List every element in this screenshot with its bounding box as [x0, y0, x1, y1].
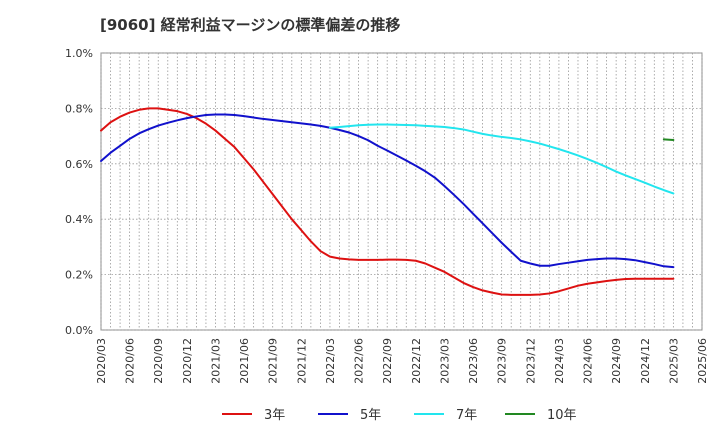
- y-tick-label: 0.8%: [65, 102, 93, 115]
- series-line-1: [100, 113, 675, 269]
- x-tick-label: 2024/03: [553, 338, 566, 384]
- x-tick-label: 2020/09: [152, 338, 165, 384]
- x-tick-label: 2025/06: [696, 338, 709, 384]
- series-line-0: [100, 107, 675, 296]
- x-tick-label: 2022/03: [324, 338, 337, 384]
- plot-frame: [100, 52, 703, 331]
- y-tick-label: 0.2%: [65, 269, 93, 282]
- x-tick-label: 2025/03: [667, 338, 680, 384]
- x-tick-label: 2021/06: [238, 338, 251, 384]
- series-line-3: [662, 138, 675, 141]
- chart-title: [9060] 経常利益マージンの標準偏差の推移: [100, 16, 401, 34]
- x-tick-label: 2021/09: [267, 338, 280, 384]
- series-line-2: [328, 123, 675, 195]
- x-tick-label: 2020/06: [124, 338, 137, 384]
- x-tick-label: 2020/03: [95, 338, 108, 384]
- x-tick-label: 2023/09: [496, 338, 509, 384]
- x-tick-label: 2024/09: [610, 338, 623, 384]
- x-tick-label: 2023/12: [524, 338, 537, 384]
- grid-layer: [100, 52, 703, 331]
- legend-label-3: 10年: [547, 408, 577, 423]
- x-tick-label: 2020/12: [181, 338, 194, 384]
- x-tick-label: 2023/03: [438, 338, 451, 384]
- y-tick-label: 0.6%: [65, 158, 93, 171]
- y-tick-label: 0.4%: [65, 213, 93, 226]
- x-tick-label: 2023/06: [467, 338, 480, 384]
- series-layer: [100, 107, 675, 296]
- x-tick-label: 2022/12: [410, 338, 423, 384]
- x-tick-label: 2022/09: [381, 338, 394, 384]
- x-tick-label: 2024/12: [639, 338, 652, 384]
- y-tick-label: 0.0%: [65, 324, 93, 337]
- x-tick-label: 2021/12: [295, 338, 308, 384]
- legend-layer: 3年 5年 7年 10年: [222, 408, 577, 423]
- x-tick-label: 2022/06: [353, 338, 366, 384]
- legend-label-1: 5年: [360, 408, 381, 423]
- x-tick-label: 2024/06: [582, 338, 595, 384]
- legend-label-2: 7年: [456, 408, 477, 423]
- y-tick-label: 1.0%: [65, 47, 93, 60]
- axis-layer: 0.0% 0.2% 0.4% 0.6% 0.8% 1.0% 2020/03 2020/06 20…: [65, 47, 709, 384]
- x-tick-label: 2021/03: [209, 338, 222, 384]
- legend-label-0: 3年: [264, 408, 285, 423]
